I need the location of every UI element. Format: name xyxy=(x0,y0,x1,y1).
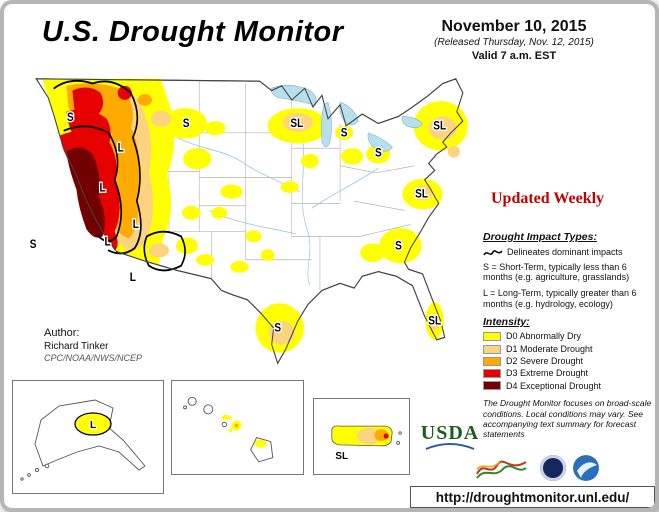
alaska-impact-contour xyxy=(74,412,112,436)
date-block: November 10, 2015 (Released Thursday, No… xyxy=(397,17,631,63)
updated-weekly-note: Updated Weekly xyxy=(491,190,605,207)
legend-item-d4: D4 Exceptional Drought xyxy=(483,380,655,392)
map-impact-label: S xyxy=(274,322,281,335)
map-impact-label: L xyxy=(118,142,124,155)
legend-item-d0: D0 Abnormally Dry xyxy=(483,331,655,342)
d0-label: D0 Abnormally Dry xyxy=(506,331,582,342)
d4-drought-layer xyxy=(66,147,105,238)
puerto-rico-inset: SL xyxy=(313,398,410,475)
molokai-d0 xyxy=(221,415,232,420)
map-impact-label: SL xyxy=(290,117,303,130)
map-impact-label: S xyxy=(30,238,37,251)
noaa-logo xyxy=(573,455,599,481)
d1-swatch xyxy=(483,344,501,354)
impact-contours xyxy=(53,79,186,272)
map-impact-label: S xyxy=(341,127,348,140)
pr-d3-spot xyxy=(383,433,389,439)
disclaimer-note: The Drought Monitor focuses on broad-sca… xyxy=(483,398,652,439)
long-term-definition: L = Long-Term, typically greater than 6 … xyxy=(483,288,637,309)
author-name: Richard Tinker xyxy=(44,341,109,353)
page-title: U.S. Drought Monitor xyxy=(42,16,344,48)
pr-impact-label: SL xyxy=(335,451,348,462)
delineates-row: Delineates dominant impacts xyxy=(483,246,655,258)
usda-logo: USDA xyxy=(418,422,482,451)
big-island-d0 xyxy=(254,439,267,448)
map-impact-label: S xyxy=(375,147,382,160)
map-impact-label: S xyxy=(395,240,402,253)
map-impact-label: L xyxy=(130,271,136,284)
alaska-d0-area xyxy=(76,414,110,434)
d4-swatch xyxy=(483,381,501,391)
map-impact-label: SL xyxy=(428,315,441,328)
d3-label: D3 Extreme Drought xyxy=(506,368,589,379)
map-impact-label: L xyxy=(133,218,139,231)
d2-label: D2 Severe Drought xyxy=(506,355,584,366)
legend-item-d3: D3 Extreme Drought xyxy=(483,368,655,379)
hawaii-inset xyxy=(171,380,304,475)
impact-line-icon xyxy=(483,249,503,256)
short-term-definition: S = Short-Term, typically less than 6 mo… xyxy=(483,261,630,283)
legend-item-d2: D2 Severe Drought xyxy=(483,355,655,367)
alaska-inset: L xyxy=(12,380,164,494)
usda-logo-text: USDA xyxy=(420,422,480,444)
author-org: CPC/NOAA/NWS/NCEP xyxy=(44,353,143,364)
d3-swatch xyxy=(483,369,501,379)
alaska-impact-label: L xyxy=(90,420,96,431)
author-label: Author: xyxy=(44,327,80,339)
d4-label: D4 Exceptional Drought xyxy=(506,380,602,391)
usda-swoosh-icon xyxy=(425,443,475,450)
author-block: Author: Richard Tinker CPC/NOAA/NWS/NCEP xyxy=(44,326,142,365)
map-impact-label: SL xyxy=(433,120,446,133)
released-date: (Released Thursday, Nov. 12, 2015) xyxy=(434,37,594,48)
maui-d2-spot xyxy=(234,423,239,428)
map-impact-label: S xyxy=(67,111,74,124)
map-impact-label: L xyxy=(100,182,106,195)
oahu xyxy=(203,404,214,415)
legend-panel: Drought Impact Types: Delineates dominan… xyxy=(483,231,655,439)
map-date: November 10, 2015 xyxy=(441,18,587,35)
legend-item-d1: D1 Moderate Drought xyxy=(483,343,655,355)
map-impact-label: L xyxy=(105,236,111,249)
map-impact-label: SL xyxy=(415,188,428,201)
map-impact-label: S xyxy=(183,117,190,130)
d1-label: D1 Moderate Drought xyxy=(506,343,593,354)
d2-swatch xyxy=(483,356,501,366)
delineates-label: Delineates dominant impacts xyxy=(507,246,623,257)
website-url[interactable]: http://droughtmonitor.unl.edu/ xyxy=(410,486,655,508)
impact-types-title: Drought Impact Types: xyxy=(483,231,597,243)
kauai xyxy=(187,396,197,406)
ndmc-logo xyxy=(476,460,527,479)
great-lakes xyxy=(271,84,423,152)
d0-swatch xyxy=(483,332,501,342)
us-coastline xyxy=(35,78,464,365)
intensity-title: Intensity: xyxy=(483,315,530,328)
valid-time: Valid 7 a.m. EST xyxy=(471,49,557,62)
commerce-seal-logo xyxy=(540,455,566,481)
